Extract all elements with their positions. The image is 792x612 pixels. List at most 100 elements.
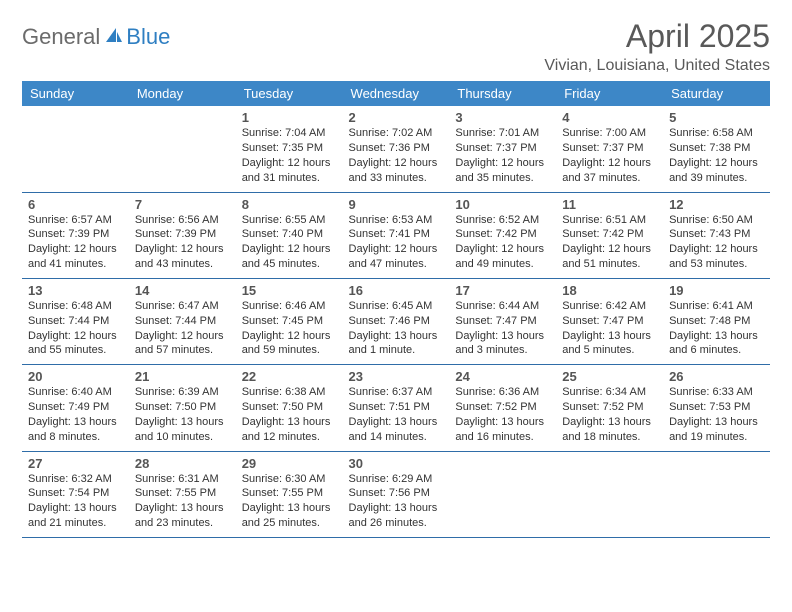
day-number: 30 [349,456,444,471]
day-info: Sunrise: 6:37 AMSunset: 7:51 PMDaylight:… [349,385,444,444]
calendar-cell: 17Sunrise: 6:44 AMSunset: 7:47 PMDayligh… [449,278,556,364]
calendar-cell: 16Sunrise: 6:45 AMSunset: 7:46 PMDayligh… [343,278,450,364]
day-info: Sunrise: 6:48 AMSunset: 7:44 PMDaylight:… [28,299,123,358]
day-number: 29 [242,456,337,471]
day-number: 11 [562,197,657,212]
calendar-cell [129,106,236,192]
calendar-row: 6Sunrise: 6:57 AMSunset: 7:39 PMDaylight… [22,192,770,278]
day-info: Sunrise: 6:45 AMSunset: 7:46 PMDaylight:… [349,299,444,358]
day-number: 6 [28,197,123,212]
day-info: Sunrise: 6:36 AMSunset: 7:52 PMDaylight:… [455,385,550,444]
day-info: Sunrise: 6:55 AMSunset: 7:40 PMDaylight:… [242,213,337,272]
day-number: 8 [242,197,337,212]
day-number: 14 [135,283,230,298]
calendar-cell: 26Sunrise: 6:33 AMSunset: 7:53 PMDayligh… [663,365,770,451]
day-number: 2 [349,110,444,125]
day-number: 18 [562,283,657,298]
calendar-cell [556,451,663,537]
day-header: Monday [129,81,236,106]
day-info: Sunrise: 6:52 AMSunset: 7:42 PMDaylight:… [455,213,550,272]
day-number: 13 [28,283,123,298]
calendar-cell: 7Sunrise: 6:56 AMSunset: 7:39 PMDaylight… [129,192,236,278]
calendar-cell: 4Sunrise: 7:00 AMSunset: 7:37 PMDaylight… [556,106,663,192]
day-number: 25 [562,369,657,384]
day-header: Saturday [663,81,770,106]
day-info: Sunrise: 6:57 AMSunset: 7:39 PMDaylight:… [28,213,123,272]
day-info: Sunrise: 6:34 AMSunset: 7:52 PMDaylight:… [562,385,657,444]
day-info: Sunrise: 6:38 AMSunset: 7:50 PMDaylight:… [242,385,337,444]
day-info: Sunrise: 6:56 AMSunset: 7:39 PMDaylight:… [135,213,230,272]
day-info: Sunrise: 6:40 AMSunset: 7:49 PMDaylight:… [28,385,123,444]
calendar-cell: 15Sunrise: 6:46 AMSunset: 7:45 PMDayligh… [236,278,343,364]
calendar-cell: 13Sunrise: 6:48 AMSunset: 7:44 PMDayligh… [22,278,129,364]
calendar-cell: 22Sunrise: 6:38 AMSunset: 7:50 PMDayligh… [236,365,343,451]
calendar-row: 13Sunrise: 6:48 AMSunset: 7:44 PMDayligh… [22,278,770,364]
calendar-table: Sunday Monday Tuesday Wednesday Thursday… [22,81,770,538]
day-header: Friday [556,81,663,106]
day-number: 28 [135,456,230,471]
day-header: Thursday [449,81,556,106]
day-number: 10 [455,197,550,212]
calendar-cell: 10Sunrise: 6:52 AMSunset: 7:42 PMDayligh… [449,192,556,278]
calendar-cell: 12Sunrise: 6:50 AMSunset: 7:43 PMDayligh… [663,192,770,278]
calendar-cell: 5Sunrise: 6:58 AMSunset: 7:38 PMDaylight… [663,106,770,192]
location: Vivian, Louisiana, United States [544,57,770,75]
calendar-cell: 1Sunrise: 7:04 AMSunset: 7:35 PMDaylight… [236,106,343,192]
day-info: Sunrise: 6:51 AMSunset: 7:42 PMDaylight:… [562,213,657,272]
day-info: Sunrise: 6:58 AMSunset: 7:38 PMDaylight:… [669,126,764,185]
day-info: Sunrise: 6:42 AMSunset: 7:47 PMDaylight:… [562,299,657,358]
calendar-cell: 27Sunrise: 6:32 AMSunset: 7:54 PMDayligh… [22,451,129,537]
day-number: 5 [669,110,764,125]
day-number: 16 [349,283,444,298]
calendar-cell: 30Sunrise: 6:29 AMSunset: 7:56 PMDayligh… [343,451,450,537]
calendar-row: 1Sunrise: 7:04 AMSunset: 7:35 PMDaylight… [22,106,770,192]
day-info: Sunrise: 6:33 AMSunset: 7:53 PMDaylight:… [669,385,764,444]
calendar-row: 27Sunrise: 6:32 AMSunset: 7:54 PMDayligh… [22,451,770,537]
header: General Blue April 2025 Vivian, Louisian… [22,18,770,75]
day-header-row: Sunday Monday Tuesday Wednesday Thursday… [22,81,770,106]
day-info: Sunrise: 6:41 AMSunset: 7:48 PMDaylight:… [669,299,764,358]
day-number: 9 [349,197,444,212]
month-title: April 2025 [544,18,770,55]
day-info: Sunrise: 7:04 AMSunset: 7:35 PMDaylight:… [242,126,337,185]
day-header: Tuesday [236,81,343,106]
logo-text-1: General [22,24,100,50]
day-info: Sunrise: 6:46 AMSunset: 7:45 PMDaylight:… [242,299,337,358]
calendar-cell: 25Sunrise: 6:34 AMSunset: 7:52 PMDayligh… [556,365,663,451]
day-info: Sunrise: 6:32 AMSunset: 7:54 PMDaylight:… [28,472,123,531]
day-number: 23 [349,369,444,384]
day-number: 20 [28,369,123,384]
day-info: Sunrise: 6:53 AMSunset: 7:41 PMDaylight:… [349,213,444,272]
calendar-cell: 29Sunrise: 6:30 AMSunset: 7:55 PMDayligh… [236,451,343,537]
day-number: 24 [455,369,550,384]
day-number: 26 [669,369,764,384]
day-number: 12 [669,197,764,212]
day-info: Sunrise: 7:00 AMSunset: 7:37 PMDaylight:… [562,126,657,185]
day-header: Sunday [22,81,129,106]
day-info: Sunrise: 6:44 AMSunset: 7:47 PMDaylight:… [455,299,550,358]
calendar-cell: 6Sunrise: 6:57 AMSunset: 7:39 PMDaylight… [22,192,129,278]
title-block: April 2025 Vivian, Louisiana, United Sta… [544,18,770,75]
day-number: 17 [455,283,550,298]
day-number: 1 [242,110,337,125]
day-number: 19 [669,283,764,298]
day-number: 15 [242,283,337,298]
calendar-cell: 28Sunrise: 6:31 AMSunset: 7:55 PMDayligh… [129,451,236,537]
day-header: Wednesday [343,81,450,106]
day-number: 22 [242,369,337,384]
calendar-cell: 8Sunrise: 6:55 AMSunset: 7:40 PMDaylight… [236,192,343,278]
day-number: 21 [135,369,230,384]
calendar-cell: 19Sunrise: 6:41 AMSunset: 7:48 PMDayligh… [663,278,770,364]
calendar-cell: 11Sunrise: 6:51 AMSunset: 7:42 PMDayligh… [556,192,663,278]
calendar-cell: 21Sunrise: 6:39 AMSunset: 7:50 PMDayligh… [129,365,236,451]
logo-text-2: Blue [126,24,170,50]
calendar-cell: 2Sunrise: 7:02 AMSunset: 7:36 PMDaylight… [343,106,450,192]
calendar-cell: 18Sunrise: 6:42 AMSunset: 7:47 PMDayligh… [556,278,663,364]
logo-sail-icon [104,26,124,49]
day-info: Sunrise: 6:29 AMSunset: 7:56 PMDaylight:… [349,472,444,531]
day-info: Sunrise: 6:31 AMSunset: 7:55 PMDaylight:… [135,472,230,531]
day-number: 7 [135,197,230,212]
calendar-cell: 23Sunrise: 6:37 AMSunset: 7:51 PMDayligh… [343,365,450,451]
day-info: Sunrise: 7:02 AMSunset: 7:36 PMDaylight:… [349,126,444,185]
day-number: 3 [455,110,550,125]
